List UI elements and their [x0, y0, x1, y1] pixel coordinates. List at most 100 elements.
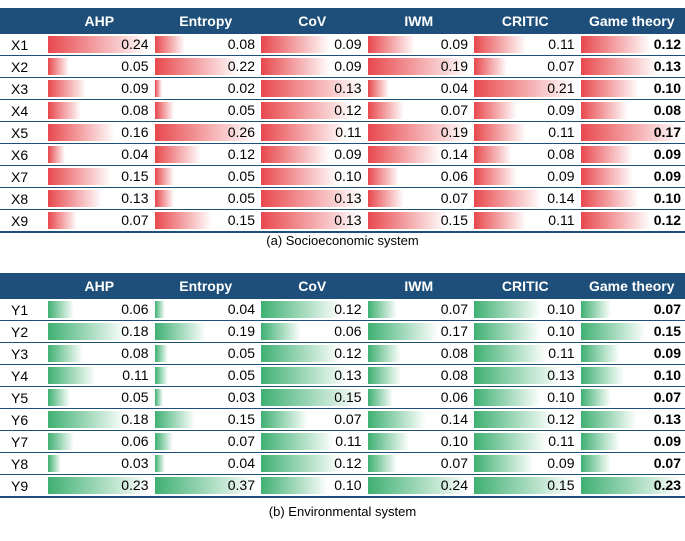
table-row: X8 0.13 0.05 0.13 0.07 0.14 0.10: [0, 187, 685, 210]
weight-value: 0.13: [334, 190, 362, 206]
weight-value: 0.14: [440, 146, 468, 162]
row-label: X7: [0, 165, 46, 188]
caption-environmental: (b) Environmental system: [268, 504, 417, 519]
weight-cell: 0.03: [152, 386, 259, 409]
table-row: Y5 0.05 0.03 0.15 0.06 0.10 0.07: [0, 386, 685, 409]
weight-cell: 0.04: [152, 299, 259, 321]
row-label: Y5: [0, 386, 46, 409]
data-bar: [367, 58, 468, 75]
weight-value: 0.12: [547, 411, 575, 427]
weight-value: 0.07: [547, 58, 575, 74]
weight-value: 0.04: [227, 455, 255, 471]
data-bar: [367, 301, 397, 318]
weight-cell: 0.15: [152, 408, 259, 431]
weight-value: 0.37: [227, 477, 255, 493]
weight-value: 0.08: [440, 367, 468, 383]
data-bar: [580, 323, 646, 340]
table-row: X6 0.04 0.12 0.09 0.14 0.08 0.09: [0, 143, 685, 166]
weight-value: 0.05: [227, 345, 255, 361]
data-bar: [154, 102, 174, 119]
weight-cell: 0.11: [259, 121, 366, 144]
data-bar: [367, 80, 389, 97]
weight-cell: 0.06: [259, 320, 366, 343]
data-bar: [48, 168, 111, 185]
data-bar: [261, 102, 354, 119]
weight-cell: 0.11: [472, 34, 579, 56]
data-bar: [580, 367, 624, 384]
weight-value: 0.23: [653, 477, 681, 493]
weight-value: 0.13: [334, 80, 362, 96]
weight-cell: 0.07: [365, 187, 472, 210]
data-bar: [474, 168, 517, 185]
data-bar: [48, 301, 75, 318]
weight-cell: 0.14: [365, 143, 472, 166]
weight-cell: 0.13: [259, 187, 366, 210]
table-row: Y3 0.08 0.05 0.12 0.08 0.11 0.09: [0, 342, 685, 365]
row-label: Y1: [0, 299, 46, 321]
data-bar: [261, 433, 335, 450]
weight-cell: 0.13: [472, 364, 579, 387]
weight-cell: 0.06: [46, 430, 153, 453]
weight-cell: 0.07: [365, 299, 472, 321]
weight-cell: 0.13: [259, 77, 366, 100]
weight-value: 0.16: [121, 124, 149, 140]
data-bar: [261, 190, 361, 207]
weight-value: 0.08: [653, 102, 681, 118]
weight-cell: 0.15: [365, 209, 472, 233]
weight-value: 0.26: [227, 124, 255, 140]
data-bar: [367, 190, 405, 207]
data-bar: [48, 389, 70, 406]
data-bar: [580, 301, 611, 318]
data-bar: [580, 124, 681, 141]
weight-value: 0.11: [548, 212, 575, 228]
weight-cell: 0.10: [259, 165, 366, 188]
data-bar: [261, 301, 341, 318]
weight-value: 0.10: [547, 301, 575, 317]
weight-value: 0.19: [227, 323, 255, 339]
weight-cell: 0.05: [152, 165, 259, 188]
weight-value: 0.05: [227, 190, 255, 206]
weight-cell: 0.11: [472, 342, 579, 365]
weight-value: 0.07: [334, 411, 362, 427]
weight-value: 0.09: [653, 146, 681, 162]
weight-value: 0.23: [121, 477, 149, 493]
row-label: Y8: [0, 452, 46, 475]
data-bar: [154, 301, 166, 318]
weight-value: 0.15: [440, 212, 468, 228]
weight-value: 0.05: [121, 58, 149, 74]
weight-cell: 0.08: [578, 99, 685, 122]
weight-value: 0.11: [548, 124, 575, 140]
weight-value: 0.06: [334, 323, 362, 339]
table-row: X3 0.09 0.02 0.13 0.04 0.21 0.10: [0, 77, 685, 100]
weight-cell: 0.16: [46, 121, 153, 144]
weight-value: 0.24: [121, 36, 149, 52]
weight-value: 0.11: [548, 36, 575, 52]
weight-value: 0.07: [440, 301, 468, 317]
weight-value: 0.09: [547, 168, 575, 184]
row-label: X8: [0, 187, 46, 210]
data-bar: [48, 36, 148, 53]
weight-value: 0.09: [547, 102, 575, 118]
data-bar: [580, 411, 637, 428]
weight-value: 0.13: [653, 58, 681, 74]
weight-cell: 0.09: [578, 342, 685, 365]
weight-cell: 0.22: [152, 55, 259, 78]
row-label: X9: [0, 209, 46, 233]
weight-cell: 0.10: [472, 299, 579, 321]
weight-cell: 0.09: [578, 430, 685, 453]
data-bar: [580, 455, 611, 472]
data-bar: [580, 345, 620, 362]
weight-value: 0.12: [227, 146, 255, 162]
data-bar: [154, 367, 168, 384]
weight-cell: 0.09: [365, 34, 472, 56]
weight-value: 0.13: [121, 190, 149, 206]
weight-value: 0.17: [653, 124, 681, 140]
data-bar: [474, 455, 534, 472]
data-bar: [154, 345, 168, 362]
weight-value: 0.04: [440, 80, 468, 96]
weight-value: 0.15: [121, 168, 149, 184]
weight-cell: 0.10: [365, 430, 472, 453]
table-row: Y4 0.11 0.05 0.13 0.08 0.13 0.10: [0, 364, 685, 387]
weight-value: 0.15: [227, 212, 255, 228]
column-header-game-theory: Game theory: [588, 13, 675, 29]
